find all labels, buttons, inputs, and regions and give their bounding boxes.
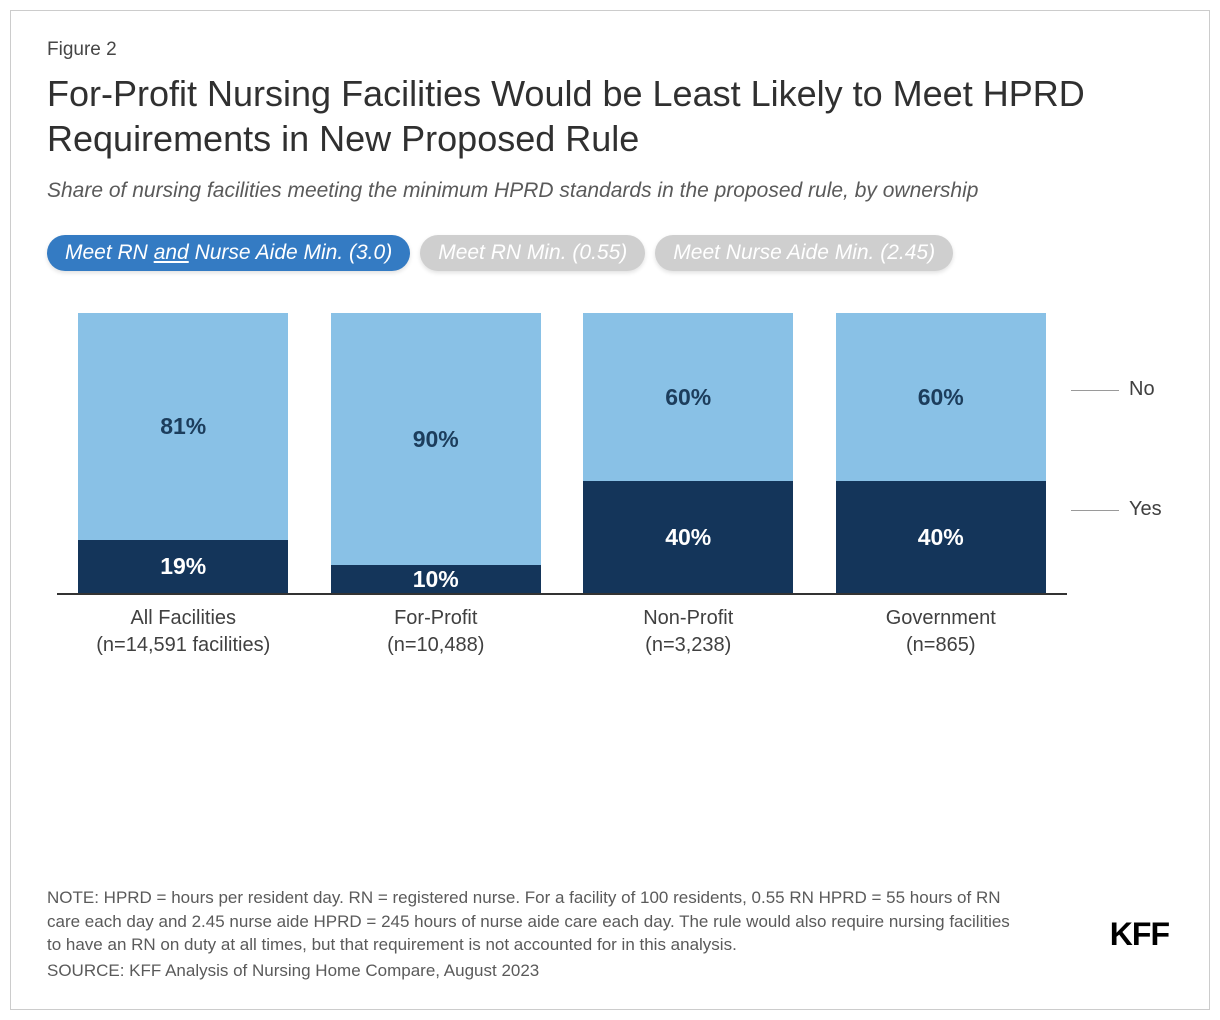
x-axis-label-0: All Facilities(n=14,591 facilities) (73, 605, 293, 659)
source-text: SOURCE: KFF Analysis of Nursing Home Com… (47, 959, 1027, 983)
x-axis-label-2: Non-Profit(n=3,238) (578, 605, 798, 659)
bar-segment-yes: 40% (836, 481, 1046, 593)
tab-bar: Meet RN and Nurse Aide Min. (3.0) Meet RN… (47, 235, 1087, 271)
bar-2: 60%40% (583, 313, 793, 593)
bar-3: 60%40% (836, 313, 1046, 593)
bar-group-2: 60%40% (578, 295, 798, 593)
bar-group-0: 81%19% (73, 295, 293, 593)
note-text: NOTE: HPRD = hours per resident day. RN … (47, 886, 1027, 957)
chart-wrap: 81%19%90%10%60%40%60%40% NoYes All Facil… (57, 295, 1147, 659)
bar-segment-yes: 10% (331, 565, 541, 593)
legend-no-line (1071, 390, 1119, 391)
footer-notes: NOTE: HPRD = hours per resident day. RN … (47, 886, 1027, 985)
stacked-bar-chart: 81%19%90%10%60%40%60%40% (57, 295, 1067, 595)
x-axis-label-3: Government(n=865) (831, 605, 1051, 659)
bar-group-3: 60%40% (831, 295, 1051, 593)
bar-segment-yes: 19% (78, 540, 288, 593)
bar-1: 90%10% (331, 313, 541, 593)
legend-yes-line (1071, 510, 1119, 511)
figure-number: Figure 2 (47, 39, 1173, 61)
bar-segment-no: 90% (331, 313, 541, 565)
bar-0: 81%19% (78, 313, 288, 593)
legend-no-label: No (1129, 378, 1155, 401)
x-axis-labels: All Facilities(n=14,591 facilities) For-P… (57, 605, 1067, 659)
x-axis-label-1: For-Profit(n=10,488) (326, 605, 546, 659)
kff-logo: KFF (1110, 916, 1169, 953)
tab-1[interactable]: Meet RN Min. (0.55) (420, 235, 645, 271)
tab-2[interactable]: Meet Nurse Aide Min. (2.45) (655, 235, 953, 271)
bar-segment-no: 81% (78, 313, 288, 540)
tab-0[interactable]: Meet RN and Nurse Aide Min. (3.0) (47, 235, 410, 271)
side-legend: No Yes (1071, 295, 1171, 595)
figure-container: Figure 2 For-Profit Nursing Facilities W… (10, 10, 1210, 1010)
chart-title: For-Profit Nursing Facilities Would be L… (47, 71, 1173, 161)
bar-segment-yes: 40% (583, 481, 793, 593)
legend-yes-label: Yes (1129, 498, 1162, 521)
bar-group-1: 90%10% (326, 295, 546, 593)
bar-segment-no: 60% (583, 313, 793, 481)
chart-subtitle: Share of nursing facilities meeting the … (47, 177, 1173, 205)
bar-segment-no: 60% (836, 313, 1046, 481)
